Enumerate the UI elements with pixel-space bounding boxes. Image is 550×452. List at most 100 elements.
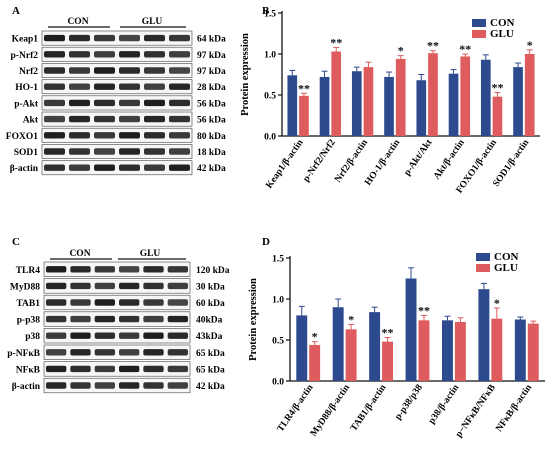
panel-a-blot-band xyxy=(169,132,190,139)
panel-c-blot-band xyxy=(94,315,115,323)
panel-c-blot-band xyxy=(70,315,91,323)
panel-c-blot-band xyxy=(46,365,67,373)
panel-b-bar-glu xyxy=(492,96,503,136)
panel-c-row-kda: 65 kDa xyxy=(196,349,225,359)
panel-c-blot-band xyxy=(70,349,91,356)
panel-c-row-kda: 30 kDa xyxy=(196,282,225,292)
panel-d-y-tick-label: 1.0 xyxy=(272,296,284,306)
panel-d-significance-marker: * xyxy=(494,296,500,310)
panel-c-blot-band xyxy=(70,332,91,339)
panel-c-blot-rows: TLR4 120 kDa MyD88 30 kDa TAB1 60 kDa p-p38 40k… xyxy=(7,261,230,394)
panel-a-blot-band xyxy=(144,148,165,155)
panel-c-blot-band xyxy=(143,299,164,306)
panel-a-blot-band xyxy=(44,99,65,107)
panel-a-row-label: Nrf2 xyxy=(19,67,38,77)
panel-c-group-con: CON xyxy=(69,249,90,259)
panel-c-blot-band xyxy=(94,282,115,290)
panel-a-blot-band xyxy=(94,148,115,155)
panel-c-row-label: TAB1 xyxy=(16,299,40,309)
panel-a-blot-strip xyxy=(41,63,193,78)
panel-a-row-kda: 18 kDa xyxy=(197,148,226,158)
panel-c-blot-band xyxy=(143,315,164,323)
panel-c-blot-band xyxy=(167,365,188,373)
panel-b-bar-con xyxy=(513,67,523,136)
panel-c-blot-band xyxy=(143,266,164,273)
panel-a-row-label: FOXO1 xyxy=(6,132,38,142)
panel-c-row-label: p-NFκB xyxy=(7,349,40,359)
panel-c-blot-band xyxy=(46,299,67,306)
panel-c-blot-band xyxy=(143,349,164,356)
panel-c-blot-band xyxy=(119,282,140,290)
panel-a-blot-band xyxy=(44,67,65,74)
panel-b-y-axis-title: Protein expression xyxy=(240,33,251,116)
panel-b-bar-glu xyxy=(395,58,406,136)
panel-c-row-label: p-p38 xyxy=(17,316,40,326)
panel-b-x-tick-label: Akt/β-actin xyxy=(432,137,467,181)
panel-a-blot-band xyxy=(44,51,65,58)
panel-d-bar-con xyxy=(478,289,490,381)
panel-c-blot-band xyxy=(94,299,115,306)
panel-c-blot-band xyxy=(119,266,140,273)
panel-d-bar-glu xyxy=(382,341,393,381)
panel-a-blot-band xyxy=(169,115,190,123)
panel-d-bar-con xyxy=(332,307,344,381)
panel-c-letter: C xyxy=(12,236,20,248)
panel-b-legend-label-con: CON xyxy=(490,17,515,29)
panel-c-blot-band xyxy=(119,332,140,339)
panel-d-x-tick-label: p38/β-actin xyxy=(427,382,462,426)
panel-b-legend-swatch-glu xyxy=(472,30,486,38)
panel-d-legend-swatch-con xyxy=(476,253,490,261)
panel-d-legend-label-glu: GLU xyxy=(494,262,518,274)
panel-b-x-tick-label: Keap1/β-actin xyxy=(265,137,306,190)
panel-a-blot-band xyxy=(144,115,165,123)
panel-c-blot-band xyxy=(143,365,164,373)
panel-d-significance-marker: * xyxy=(348,312,354,326)
panel-d-bar-chart: D 0.0 0.5 1.0 1.5 Protein expression * TLR4/β-a… xyxy=(248,236,545,439)
panel-b-bar-con xyxy=(416,80,427,136)
panel-d-letter: D xyxy=(262,236,270,248)
panel-d-bar-glu xyxy=(309,344,321,381)
panel-d-significance-marker: ** xyxy=(382,326,394,340)
panel-c-blot-band xyxy=(94,332,115,339)
panel-c-blot-band xyxy=(167,282,188,290)
panel-d-x-tick-label: p−NFκB/NFκB xyxy=(454,382,498,439)
panel-a-row-kda: 56 kDa xyxy=(197,116,226,126)
panel-b-bar-glu xyxy=(299,95,309,136)
panel-b-significance-marker: * xyxy=(398,44,404,58)
panel-b-x-tick-label: p-Akt/Akt xyxy=(402,137,435,178)
panel-a-blot-band xyxy=(169,148,190,155)
panel-a-blot-strip xyxy=(41,144,193,159)
panel-b-bar-con xyxy=(448,73,459,136)
panel-a-blot-band xyxy=(144,83,165,90)
panel-b-x-tick-label: p-Nrf2/Nrf2 xyxy=(301,138,337,184)
panel-b-significance-marker: ** xyxy=(491,81,503,95)
panel-c-blot-band xyxy=(167,382,188,389)
panel-a-row-kda: 80 kDa xyxy=(197,132,226,142)
panel-d-y-tick-label: 1.5 xyxy=(272,255,284,265)
panel-d-bar-con xyxy=(405,278,417,381)
panel-a-row-kda: 97 kDa xyxy=(197,51,226,61)
panel-a-row-label: SOD1 xyxy=(14,148,39,158)
panel-d-bar-glu xyxy=(345,329,357,381)
panel-a-blot-strip xyxy=(41,95,193,111)
panel-b-bar-con xyxy=(480,59,491,136)
panel-a-blot-band xyxy=(119,51,140,58)
panel-a-blot-band xyxy=(94,67,115,74)
panel-c-row-kda: 40kDa xyxy=(196,316,223,326)
panel-a-blot-band xyxy=(69,51,90,58)
panel-c-blot-band xyxy=(46,282,67,290)
panel-a-blot-band xyxy=(69,83,90,90)
panel-a-blot-band xyxy=(69,132,90,139)
panel-c-blot-band xyxy=(46,315,67,323)
panel-c-blot-band xyxy=(70,299,91,306)
panel-a-row-label: β-actin xyxy=(10,164,39,174)
panel-b-bar-con xyxy=(351,71,362,136)
panel-a-blot-band xyxy=(144,99,165,107)
panel-c-western-blot: C CON GLU TLR4 120 kDa MyD88 30 kDa TAB1 60 k… xyxy=(7,236,230,394)
panel-d-bar-glu xyxy=(491,318,503,381)
panel-d-legend-label-con: CON xyxy=(494,251,519,263)
panel-a-blot-band xyxy=(169,51,190,58)
panel-a-blot-band xyxy=(94,164,115,171)
panel-c-blot-band xyxy=(70,266,91,273)
